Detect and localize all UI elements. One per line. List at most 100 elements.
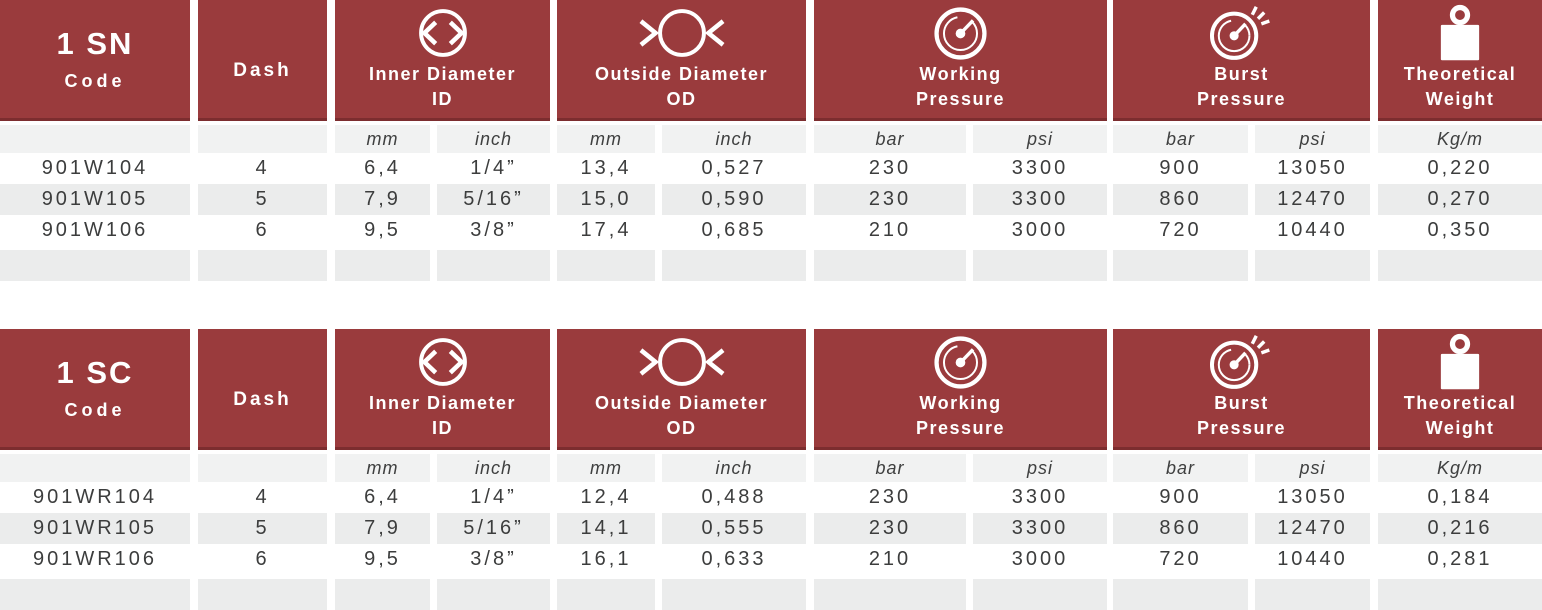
unit-label-id_mm: mm (335, 454, 430, 482)
burst-pressure-gauge-icon (1209, 5, 1270, 60)
empty-cell (437, 579, 550, 610)
outside-diameter-abbr: OD (666, 418, 697, 438)
unit-cell-blank (0, 125, 190, 153)
cell-bp_bar: 860 (1113, 513, 1248, 544)
empty-cell (1113, 579, 1248, 610)
cell-dash: 5 (198, 184, 327, 215)
empty-cell (0, 579, 190, 610)
cell-id_mm: 9,5 (335, 544, 430, 575)
cell-id_inch: 5/16” (437, 184, 550, 215)
cell-code: 901W105 (0, 184, 190, 215)
unit-label-id_inch: inch (437, 454, 550, 482)
table-row-901W106: 901W106 6 9,5 3/8” 17,4 0,685 210 3000 720 10440 0… (0, 215, 1542, 246)
dash-label: Dash (233, 389, 292, 410)
cell-id_inch: 1/4” (437, 153, 550, 184)
cell-od_mm: 13,4 (557, 153, 655, 184)
empty-cell (1113, 250, 1248, 281)
cell-wp_bar: 230 (814, 482, 966, 513)
cell-od_inch: 0,488 (662, 482, 806, 513)
cell-weight_kg_m: 0,220 (1378, 153, 1542, 184)
empty-cell (662, 579, 806, 610)
cell-dash: 4 (198, 153, 327, 184)
cell-dash: 6 (198, 215, 327, 246)
units-row: mm inch mm inch bar psi bar psi Kg/m (0, 454, 1542, 482)
theoretical-weight-label-line2: Weight (1425, 89, 1495, 109)
table-row-901WR105: 901WR105 5 7,9 5/16” 14,1 0,555 230 3300 860 1247… (0, 513, 1542, 544)
burst-pressure-label-line2: Pressure (1196, 418, 1287, 438)
burst-pressure-gauge-icon (1209, 334, 1270, 389)
unit-cell-blank (0, 454, 190, 482)
cell-id_inch: 1/4” (437, 482, 550, 513)
cell-id_mm: 9,5 (335, 215, 430, 246)
cell-od_mm: 16,1 (557, 544, 655, 575)
cell-dash: 4 (198, 482, 327, 513)
cell-bp_psi: 10440 (1255, 215, 1370, 246)
table-row-901WR106: 901WR106 6 9,5 3/8” 16,1 0,633 210 3000 720 10440… (0, 544, 1542, 575)
theoretical-weight-label-line2: Weight (1425, 418, 1495, 438)
empty-cell (1255, 250, 1370, 281)
empty-row (0, 250, 1542, 281)
inner-diameter-label: Inner Diameter (368, 393, 517, 413)
table-title: 1 SC (56, 355, 134, 390)
empty-cell (1378, 579, 1542, 610)
cell-id_mm: 7,9 (335, 513, 430, 544)
cell-bp_psi: 12470 (1255, 184, 1370, 215)
outside-diameter-label: Outside Diameter (594, 64, 769, 84)
dash-label: Dash (233, 60, 292, 81)
cell-id_mm: 6,4 (335, 482, 430, 513)
unit-label-bp_bar: bar (1113, 454, 1248, 482)
cell-id_inch: 5/16” (437, 513, 550, 544)
empty-cell (437, 250, 550, 281)
inner-diameter-label: Inner Diameter (368, 64, 517, 84)
cell-weight_kg_m: 0,350 (1378, 215, 1542, 246)
inner-diameter-icon (418, 338, 467, 386)
header-burst-pressure: Burst Pressure (1113, 329, 1370, 450)
unit-label-od_mm: mm (557, 125, 655, 153)
cell-bp_psi: 10440 (1255, 544, 1370, 575)
cell-id_inch: 3/8” (437, 215, 550, 246)
header-working-pressure: Working Pressure (814, 329, 1107, 450)
spec-table-1sn: 1 SN Code Dash Inner Diameter ID Outside… (0, 0, 1542, 281)
outside-diameter-abbr: OD (666, 89, 697, 109)
cell-bp_bar: 720 (1113, 215, 1248, 246)
empty-cell (557, 579, 655, 610)
inner-diameter-abbr: ID (432, 89, 453, 109)
header-theoretical-weight: Theoretical Weight (1378, 0, 1542, 121)
burst-pressure-label-line1: Burst (1214, 393, 1269, 413)
cell-weight_kg_m: 0,281 (1378, 544, 1542, 575)
unit-label-wp_bar: bar (814, 125, 966, 153)
empty-cell (0, 250, 190, 281)
unit-label-od_mm: mm (557, 454, 655, 482)
cell-code: 901WR105 (0, 513, 190, 544)
cell-wp_psi: 3000 (973, 215, 1107, 246)
header-inner-diameter: Inner Diameter ID (335, 329, 550, 450)
cell-dash: 5 (198, 513, 327, 544)
cell-od_inch: 0,633 (662, 544, 806, 575)
header-theoretical-weight: Theoretical Weight (1378, 329, 1542, 450)
cell-wp_psi: 3300 (973, 153, 1107, 184)
cell-wp_psi: 3300 (973, 184, 1107, 215)
cell-wp_bar: 230 (814, 153, 966, 184)
cell-wp_bar: 230 (814, 513, 966, 544)
cell-od_mm: 14,1 (557, 513, 655, 544)
empty-cell (973, 250, 1107, 281)
empty-cell (335, 250, 430, 281)
unit-label-weight_kg_m: Kg/m (1378, 125, 1542, 153)
empty-row (0, 579, 1542, 610)
cell-weight_kg_m: 0,216 (1378, 513, 1542, 544)
cell-od_mm: 15,0 (557, 184, 655, 215)
burst-pressure-label-line2: Pressure (1196, 89, 1287, 109)
header-code: 1 SC Code (0, 329, 190, 450)
cell-bp_psi: 13050 (1255, 482, 1370, 513)
working-pressure-gauge-icon (934, 6, 987, 60)
table-row-901W105: 901W105 5 7,9 5/16” 15,0 0,590 230 3300 860 12470… (0, 184, 1542, 215)
unit-label-od_inch: inch (662, 125, 806, 153)
cell-code: 901WR104 (0, 482, 190, 513)
table-title: 1 SN (56, 26, 134, 61)
cell-od_mm: 17,4 (557, 215, 655, 246)
empty-cell (557, 250, 655, 281)
working-pressure-label-line1: Working (919, 393, 1002, 413)
empty-cell (662, 250, 806, 281)
outside-diameter-label: Outside Diameter (594, 393, 769, 413)
